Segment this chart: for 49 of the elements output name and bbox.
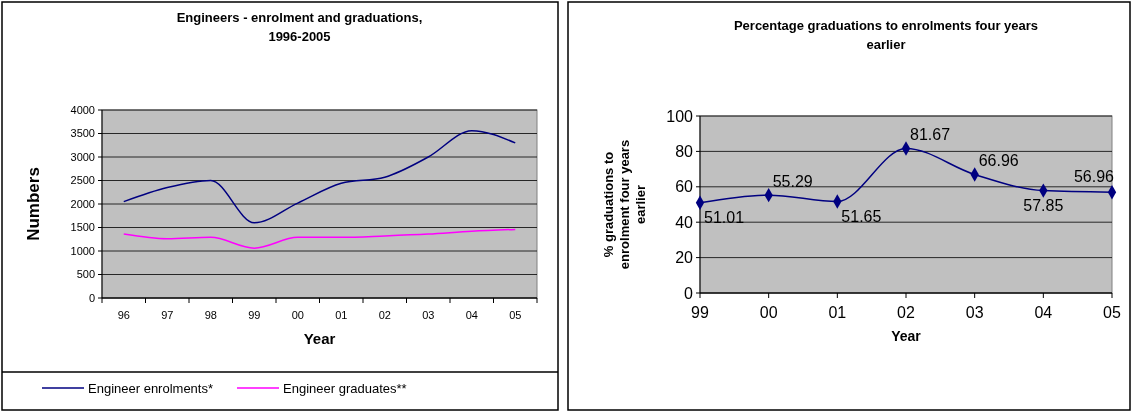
x-tick-label: 03 — [422, 308, 435, 321]
legend-label: Engineer graduates** — [283, 380, 407, 396]
x-axis-title: Year — [891, 328, 922, 345]
x-tick-label: 05 — [1103, 303, 1121, 321]
y-tick-label: 20 — [675, 249, 694, 267]
data-label: 81.67 — [910, 126, 951, 144]
y-tick-label: 3500 — [70, 127, 95, 140]
x-tick-label: 02 — [378, 308, 391, 321]
line-series — [123, 228, 516, 249]
data-label: 66.96 — [978, 152, 1019, 170]
line-series — [123, 129, 516, 224]
y-tick-label: 1000 — [70, 244, 95, 257]
x-tick-label: 01 — [828, 303, 847, 321]
x-tick-label: 99 — [248, 308, 261, 321]
x-axis-title: Year — [303, 330, 336, 348]
y-tick-label: 4000 — [70, 103, 95, 116]
x-tick-label: 04 — [465, 308, 478, 321]
x-tick-label: 03 — [965, 303, 984, 321]
data-label: 56.96 — [1073, 168, 1115, 186]
y-tick-label: 60 — [675, 178, 694, 196]
data-label: 51.65 — [841, 207, 882, 225]
x-tick-label: 00 — [291, 308, 304, 321]
x-tick-label: 97 — [161, 308, 174, 321]
data-label: 57.85 — [1023, 196, 1064, 214]
y-tick-label: 1500 — [70, 221, 95, 234]
x-tick-label: 98 — [204, 308, 217, 321]
y-tick-label: 40 — [675, 213, 694, 231]
chart-title: Engineers - enrolment and graduations, 1996-2005 — [176, 10, 423, 44]
y-axis-title: % graduations to enrolment four years earlier — [601, 139, 648, 270]
y-axis-title: Numbers — [24, 167, 43, 241]
x-tick-label: 02 — [897, 303, 915, 321]
data-label: 55.29 — [772, 173, 813, 191]
y-tick-label: 2000 — [70, 197, 95, 210]
y-tick-label: 80 — [675, 143, 694, 160]
x-tick-label: 99 — [691, 303, 709, 321]
y-tick-label: 100 — [666, 107, 694, 125]
data-label: 51.01 — [704, 208, 745, 226]
chart-title: Percentage graduations to enrolments four years earlier — [733, 18, 1039, 52]
x-tick-label: 96 — [117, 308, 130, 321]
y-tick-label: 2500 — [70, 174, 95, 187]
y-tick-label: 0 — [684, 284, 694, 302]
x-tick-label: 01 — [335, 308, 348, 321]
y-tick-label: 3000 — [70, 150, 95, 163]
y-tick-label: 0 — [88, 291, 95, 304]
legend-label: Engineer enrolments* — [88, 380, 214, 396]
x-tick-label: 00 — [759, 303, 778, 321]
y-tick-label: 500 — [76, 268, 95, 281]
x-tick-label: 05 — [509, 308, 522, 321]
x-tick-label: 04 — [1034, 303, 1053, 321]
